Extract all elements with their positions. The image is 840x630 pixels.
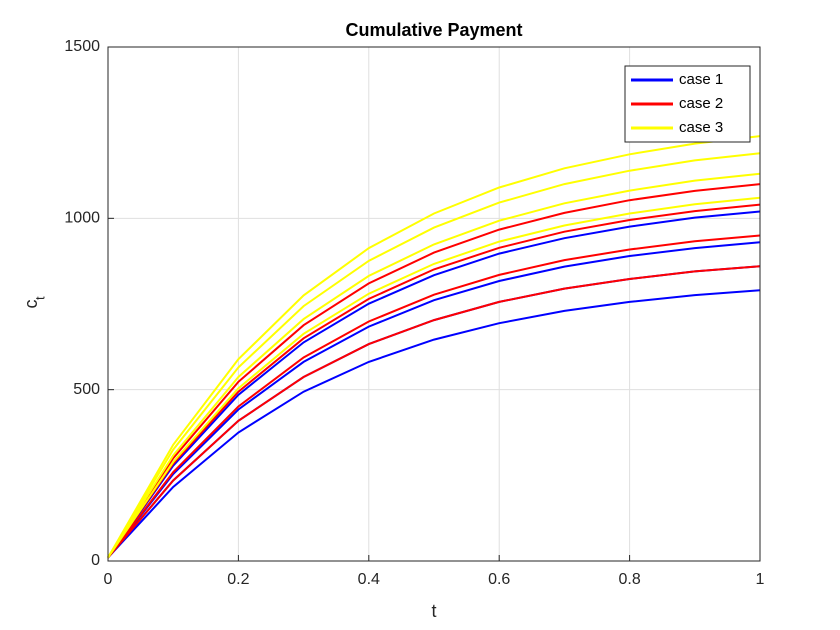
series-line — [107, 241, 761, 559]
y-tick-label: 1500 — [64, 38, 100, 55]
y-tick-label: 500 — [73, 381, 100, 398]
y-axis-label-subscript: t — [32, 296, 47, 300]
x-tick-label: 0.4 — [358, 571, 380, 588]
series-line — [107, 234, 761, 559]
series-line — [107, 152, 761, 559]
legend-label: case 1 — [679, 71, 723, 88]
series-line — [107, 135, 761, 559]
legend-label: case 3 — [679, 119, 723, 136]
series-line — [107, 265, 761, 559]
series-line — [107, 196, 761, 559]
axes-box — [107, 46, 761, 562]
series-line — [107, 289, 761, 559]
legend-label: case 2 — [679, 95, 723, 112]
y-axis-label: c — [21, 300, 41, 309]
y-axis-label-group: c t — [21, 296, 48, 309]
series-line — [107, 210, 761, 559]
legend: case 1 case 2 case 3 — [624, 65, 751, 143]
x-axis-label: t — [431, 601, 436, 621]
x-tick-label: 0.6 — [488, 571, 510, 588]
x-tick-label: 0 — [104, 571, 113, 588]
y-tick-label: 1000 — [64, 210, 100, 227]
chart-title: Cumulative Payment — [345, 20, 522, 40]
y-tick-label: 0 — [91, 552, 100, 569]
series-line — [107, 203, 761, 559]
x-tick-label: 1 — [756, 571, 765, 588]
x-tick-label: 0.8 — [618, 571, 640, 588]
series-line — [107, 172, 761, 559]
series-line — [107, 183, 761, 559]
x-tick-label: 0.2 — [227, 571, 249, 588]
